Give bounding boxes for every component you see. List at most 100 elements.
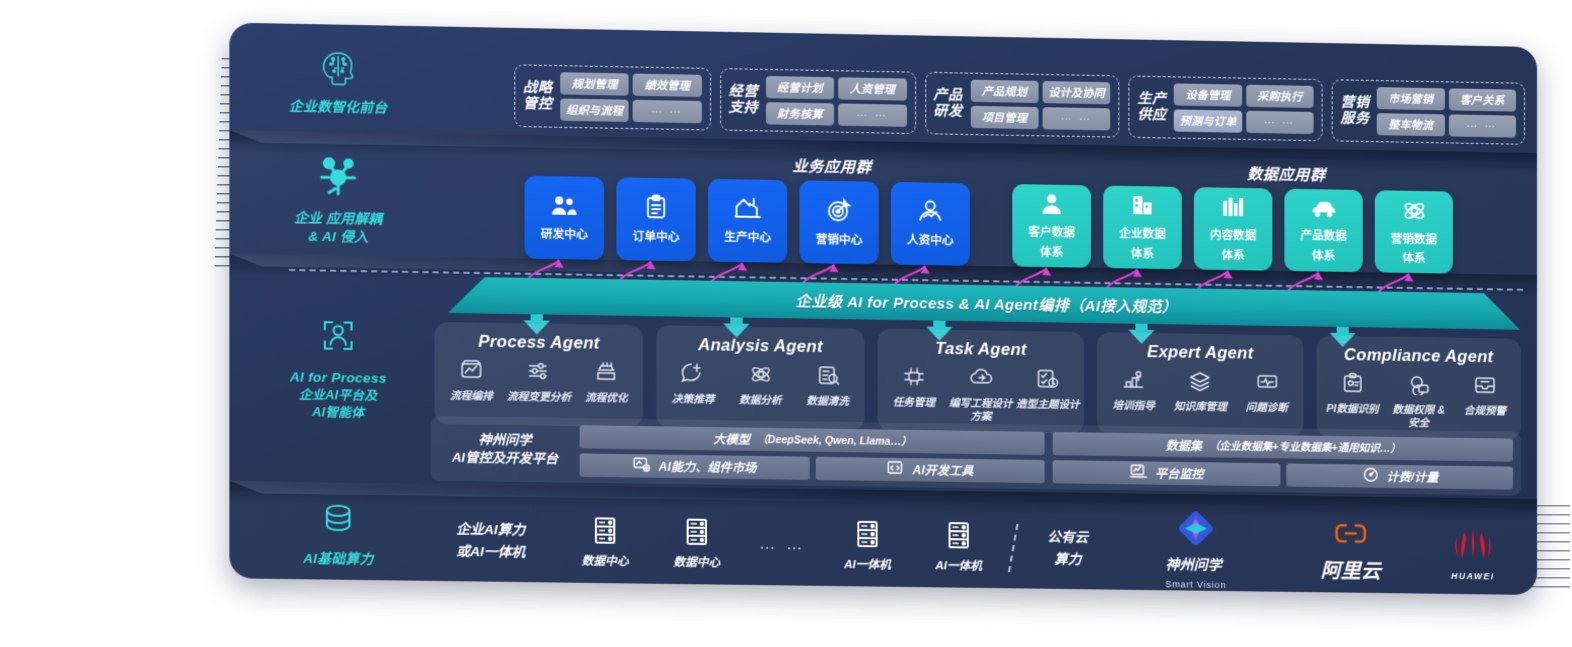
chip[interactable]: 财务核算 — [765, 102, 835, 126]
architecture-board: 企业数智化前台 企业 应用解耦 & AI 侵入 — [229, 22, 1537, 596]
app-card-rnd-center[interactable]: 研发中心 — [524, 175, 605, 260]
app-card-production-center[interactable]: 生产中心 — [708, 178, 788, 263]
agent-item[interactable]: 编写工程设计方案 — [948, 366, 1013, 423]
platform-monitoring-bar[interactable]: 平台监控 — [1052, 459, 1281, 486]
data-card-content[interactable]: 内容数据 体系 — [1193, 187, 1273, 271]
agent-card-compliance[interactable]: Compliance Agent PI数据识别 — [1316, 335, 1522, 440]
sliders-icon — [527, 360, 552, 388]
agent-item[interactable]: 流程变更分析 — [506, 359, 571, 404]
group-marketing-service[interactable]: 营销 服务 市场营销 客户关系 整车物流 … … — [1331, 79, 1525, 145]
group-production-supply[interactable]: 生产 供应 设备管理 采购执行 预测与订单 … … — [1128, 75, 1323, 142]
huawei-name: HUAWEI — [1451, 570, 1495, 581]
chip[interactable]: 人资管理 — [838, 77, 907, 101]
agent-item-label: 决策推荐 — [671, 393, 715, 406]
agent-item[interactable]: 合规预警 — [1453, 374, 1517, 419]
agent-item[interactable]: 数据权限 & 安全 — [1387, 373, 1451, 430]
chip[interactable]: 绩效管理 — [633, 73, 702, 97]
data-card-label2: 体系 — [1221, 249, 1245, 262]
agent-item[interactable]: 问题诊断 — [1235, 370, 1299, 415]
group-product-rnd[interactable]: 产品 研发 产品规划 设计及协同 项目管理 … … — [924, 71, 1120, 138]
chip[interactable]: 客户关系 — [1448, 88, 1516, 112]
smart-vision-name: 神州问学 — [1165, 555, 1222, 573]
chip[interactable]: 设备管理 — [1174, 83, 1242, 107]
agent-item[interactable]: 培训指导 — [1101, 368, 1166, 413]
data-clean-icon — [815, 364, 839, 392]
data-card-marketing[interactable]: 营销数据 体系 — [1374, 190, 1453, 274]
database-cylinder-icon — [248, 499, 428, 545]
agent-item[interactable]: 知识库管理 — [1168, 369, 1233, 414]
data-card-enterprise[interactable]: 企业数据 体系 — [1103, 185, 1182, 270]
agent-title: Task Agent — [935, 339, 1027, 360]
platform-billing-bar[interactable]: 计费/计量 — [1286, 462, 1514, 490]
chip[interactable]: 整车物流 — [1376, 113, 1445, 137]
vendor-alicloud[interactable]: 阿里云 — [1280, 521, 1421, 584]
chip[interactable]: 市场营销 — [1376, 87, 1445, 111]
platform-brand-line2: AI管控及开发平台 — [451, 449, 559, 467]
alert-drawer-icon — [1473, 374, 1497, 401]
large-model-label: 大模型 — [713, 431, 751, 447]
data-card-customer[interactable]: 客户数据 体系 — [1012, 184, 1092, 268]
platform-dataset-bar[interactable]: 数据集 （企业数据集+专业数据集+通用知识…） — [1052, 431, 1514, 462]
platform-brand-line1: 神州问学 — [478, 432, 532, 449]
agent-item[interactable]: 数据分析 — [728, 363, 793, 408]
app-card-marketing-center[interactable]: 营销中心 — [799, 180, 879, 265]
app-card-order-center[interactable]: 订单中心 — [616, 177, 696, 262]
ai-devtool-icon — [887, 459, 905, 478]
agent-item-label: 流程优化 — [585, 391, 628, 405]
agent-item[interactable]: PI数据识别 — [1320, 372, 1384, 417]
infra-node-datacenter-1[interactable]: 数据中心 — [561, 515, 649, 570]
chip[interactable]: 项目管理 — [970, 105, 1039, 130]
chip-more[interactable]: … … — [1245, 110, 1314, 135]
chip[interactable]: 设计及协同 — [1042, 81, 1111, 105]
building-icon — [1130, 194, 1154, 224]
platform-large-model-bar[interactable]: 大模型 （DeepSeek, Qwen, Llama…） — [579, 424, 1045, 455]
agent-item-label: 合规预警 — [1463, 404, 1506, 418]
agent-card-analysis[interactable]: Analysis Agent 决策推荐 — [656, 325, 865, 431]
chip[interactable]: 组织与流程 — [560, 98, 629, 122]
agent-item[interactable]: 任务管理 — [881, 365, 946, 410]
platform-ai-devtool-bar[interactable]: AI开发工具 — [815, 456, 1045, 483]
agent-item[interactable]: 数据清洗 — [795, 364, 860, 409]
chip[interactable]: 采购执行 — [1245, 84, 1314, 108]
infra-node-datacenter-2[interactable]: 数据中心 — [653, 516, 741, 571]
infra-enterprise-line1: 企业AI算力 — [456, 521, 526, 539]
chip-more[interactable]: … … — [838, 103, 907, 127]
person-chart-icon — [917, 199, 944, 230]
vendor-smart-vision[interactable]: 神州问学 Smart Vision — [1115, 508, 1276, 593]
diagnosis-icon — [1255, 371, 1279, 398]
chip-more[interactable]: … … — [633, 99, 702, 124]
agent-item[interactable]: 造型主题设计 — [1015, 367, 1080, 412]
chip[interactable]: 产品规划 — [970, 79, 1039, 104]
infra-node-label: AI一体机 — [935, 560, 982, 574]
agent-card-process[interactable]: Process Agent 流程编排 — [434, 321, 644, 428]
agent-card-task[interactable]: Task Agent 任务管理 — [877, 328, 1085, 434]
group-strategy[interactable]: 战略 管控 规划管理 绩效管理 组织与流程 … … — [514, 64, 711, 131]
agent-item[interactable]: 决策推荐 — [661, 362, 726, 407]
target-icon — [826, 197, 852, 229]
agent-card-expert[interactable]: Expert Agent 培训指导 知识库管理 — [1097, 332, 1304, 437]
agent-item[interactable]: 流程优化 — [574, 360, 639, 405]
app-card-label: 营销中心 — [815, 234, 863, 247]
knowledge-stack-icon — [1188, 370, 1212, 397]
rail-label-aiagent: AI智能体 — [312, 405, 365, 421]
chip[interactable]: 规划管理 — [560, 72, 629, 96]
platform-ai-capability-bar[interactable]: AI能力、组件市场 — [579, 452, 810, 480]
banner-text: 企业级 AI for Process & AI Agent编排（AI接入规范） — [795, 292, 1178, 316]
chip[interactable]: 经营计划 — [765, 75, 835, 100]
app-card-hr-center[interactable]: 人资中心 — [890, 181, 970, 266]
data-card-product[interactable]: 产品数据 体系 — [1284, 188, 1363, 273]
data-card-label2: 体系 — [1040, 246, 1064, 259]
infra-node-aibox-2[interactable]: AI一体机 — [915, 520, 1002, 575]
ai-capability-icon — [633, 456, 651, 475]
group-operations[interactable]: 经营 支持 经营计划 人资管理 财务核算 … … — [720, 68, 916, 135]
chip-more[interactable]: … … — [1042, 107, 1111, 131]
chip[interactable]: 预测与订单 — [1174, 109, 1242, 133]
chip-more[interactable]: … … — [1448, 114, 1516, 138]
data-card-label: 营销数据 — [1390, 233, 1437, 247]
infra-node-aibox-1[interactable]: AI一体机 — [824, 519, 911, 574]
vendor-huawei[interactable]: HUAWEI — [1425, 527, 1521, 581]
agent-item[interactable]: 流程编排 — [439, 358, 505, 403]
agent-item-label: 造型主题设计 — [1015, 398, 1080, 412]
data-card-label2: 体系 — [1402, 252, 1426, 266]
rail-label-decoupling-2: & AI 侵入 — [308, 228, 369, 246]
